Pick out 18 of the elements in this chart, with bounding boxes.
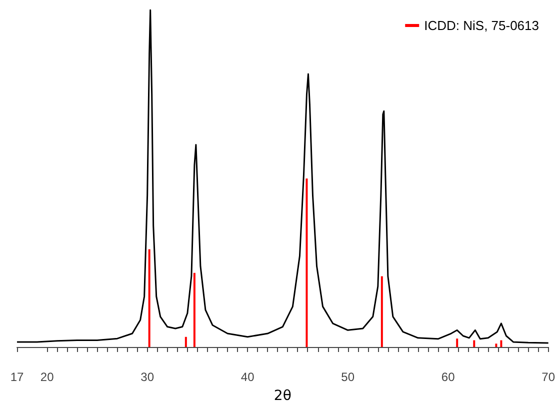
- bar: [495, 344, 498, 347]
- x-tick-label: 40: [240, 370, 255, 384]
- bar: [148, 249, 150, 347]
- x-tick-label: 60: [441, 370, 456, 384]
- bar: [306, 178, 308, 347]
- bar: [184, 336, 187, 347]
- x-tick-label: 17: [10, 370, 24, 384]
- legend-label: ICDD: NiS, 75-0613: [424, 18, 540, 33]
- x-tick-label: 70: [542, 370, 556, 384]
- bar: [456, 338, 458, 347]
- bar: [380, 276, 383, 347]
- x-axis-title: 2θ: [274, 388, 292, 404]
- bar: [473, 340, 476, 347]
- x-tick-label: 50: [341, 370, 355, 384]
- bar: [193, 272, 196, 347]
- bar: [500, 340, 502, 347]
- x-tick-label: 30: [140, 370, 154, 384]
- x-tick-label: 20: [40, 370, 54, 384]
